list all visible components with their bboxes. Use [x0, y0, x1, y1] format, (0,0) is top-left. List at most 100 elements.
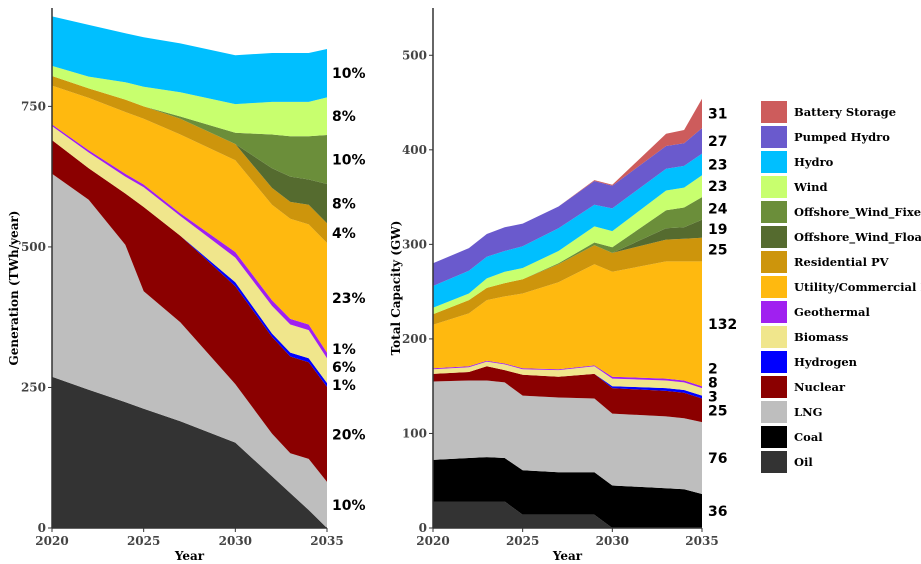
x-tick-label: 2030: [596, 534, 629, 548]
y-tick-label: 750: [21, 99, 46, 113]
legend-swatch: [761, 451, 787, 473]
legend-label: Biomass: [794, 330, 848, 344]
area-offshore-wind-fixed: [52, 76, 327, 184]
area-wind: [52, 65, 327, 137]
y-tick-label: 300: [402, 237, 427, 251]
end-label-hydro: 10%: [332, 66, 366, 82]
y-tick-label: 100: [402, 426, 427, 440]
x-tick-label: 2020: [416, 534, 449, 548]
end-label-offshore-wind-fixed: 24: [708, 201, 728, 217]
y-tick-label: 500: [402, 48, 427, 62]
y-tick-label: 500: [21, 240, 46, 254]
legend: Battery Storage Pumped Hydro Hydro Wind Offs…: [761, 101, 921, 473]
legend-item-geothermal: Geothermal: [761, 301, 870, 323]
end-label-offshore-wind-float: 8%: [332, 197, 356, 213]
area-residential-pv: [433, 237, 702, 325]
area-hydro: [433, 153, 702, 308]
end-label-residential-pv: 25: [708, 243, 727, 259]
area-biomass: [52, 126, 327, 383]
end-label-pumped-hydro: 27: [708, 134, 727, 150]
end-label-utility-commercial-pv: 23%: [332, 291, 366, 307]
legend-label: Offshore_Wind_Float: [794, 230, 921, 245]
end-label-battery-storage: 31: [708, 106, 727, 122]
end-label-offshore-wind-float: 19: [708, 222, 727, 238]
area-pumped-hydro: [433, 128, 702, 286]
legend-swatch: [761, 101, 787, 123]
area-residential-pv: [52, 76, 327, 243]
area-coal: [433, 457, 702, 528]
y-axis-title: Total Capacity (GW): [389, 221, 403, 356]
legend-swatch: [761, 376, 787, 398]
end-label-geothermal: 2: [708, 361, 718, 377]
legend-swatch: [761, 351, 787, 373]
legend-label: Pumped Hydro: [794, 130, 890, 144]
end-label-wind: 8%: [332, 109, 356, 125]
area-oil: [433, 501, 702, 528]
y-tick-label: 400: [402, 143, 427, 157]
area-utility-commercial-pv: [52, 85, 327, 353]
legend-item-oil: Oil: [761, 451, 813, 473]
y-axis-title: Generation (TWh/year): [7, 211, 21, 366]
legend-item-lng: LNG: [761, 401, 822, 423]
legend-item-coal: Coal: [761, 426, 823, 448]
x-tick-label: 2030: [219, 534, 252, 548]
area-lng: [52, 173, 327, 529]
legend-label: Offshore_Wind_Fixed: [794, 205, 921, 220]
legend-label: Utility/Commercial PV: [794, 280, 921, 294]
end-label-offshore-wind-fixed: 10%: [332, 153, 366, 169]
legend-swatch: [761, 126, 787, 148]
legend-item-hydrogen: Hydrogen: [761, 351, 858, 373]
legend-item-hydro: Hydro: [761, 151, 834, 173]
end-label-hydro: 23: [708, 158, 727, 174]
x-tick-label: 2035: [310, 534, 343, 548]
x-tick-label: 2025: [506, 534, 539, 548]
end-label-lng: 10%: [332, 498, 366, 514]
end-label-nuclear: 25: [708, 403, 727, 419]
generation-chart: 10% 20% 1% 6% 1% 23% 4% 8% 10% 8% 10% 0 250 500 750 202…: [7, 8, 366, 563]
area-wind: [433, 175, 702, 315]
legend-label: LNG: [794, 405, 822, 419]
capacity-chart: 3676253821322519242323273101002003004005…: [389, 8, 737, 563]
legend-item-biomass: Biomass: [761, 326, 848, 348]
legend-item-wind: Wind: [761, 176, 827, 198]
area-oil: [52, 376, 327, 528]
area-nuclear: [433, 366, 702, 423]
y-tick-label: 0: [38, 521, 46, 535]
legend-swatch: [761, 176, 787, 198]
legend-item-residential-pv: Residential PV: [761, 251, 890, 273]
area-lng: [433, 380, 702, 494]
legend-swatch: [761, 226, 787, 248]
end-label-biomass: 8: [708, 375, 718, 391]
legend-item-offshore-wind-float: Offshore_Wind_Float: [761, 226, 921, 248]
legend-item-utility-commercial-pv: Utility/Commercial PV: [761, 276, 921, 298]
end-label-coal: 36: [708, 504, 727, 520]
legend-label: Nuclear: [794, 380, 846, 394]
legend-swatch: [761, 151, 787, 173]
legend-swatch: [761, 201, 787, 223]
end-label-biomass: 6%: [332, 360, 356, 376]
legend-item-nuclear: Nuclear: [761, 376, 846, 398]
legend-swatch: [761, 401, 787, 423]
y-tick-label: 200: [402, 332, 427, 346]
y-tick-label: 0: [419, 521, 427, 535]
end-label-hydrogen: 3: [708, 389, 718, 405]
legend-swatch: [761, 426, 787, 448]
legend-label: Hydro: [794, 155, 834, 169]
end-label-wind: 23: [708, 179, 727, 195]
legend-swatch: [761, 251, 787, 273]
area-offshore-wind-float: [433, 219, 702, 315]
legend-item-pumped-hydro: Pumped Hydro: [761, 126, 890, 148]
end-label-lng: 76: [708, 451, 727, 467]
x-tick-label: 2035: [685, 534, 718, 548]
legend-item-battery-storage: Battery Storage: [761, 101, 896, 123]
area-utility-commercial-pv: [433, 261, 702, 387]
y-tick-label: 250: [21, 380, 46, 394]
area-hydro: [52, 16, 327, 105]
end-label-nuclear: 20%: [332, 427, 366, 443]
x-tick-label: 2025: [127, 534, 160, 548]
legend-label: Hydrogen: [794, 355, 858, 369]
area-nuclear: [52, 140, 327, 482]
legend-item-offshore-wind-fixed: Offshore_Wind_Fixed: [761, 201, 921, 223]
end-label-residential-pv: 4%: [332, 226, 356, 242]
